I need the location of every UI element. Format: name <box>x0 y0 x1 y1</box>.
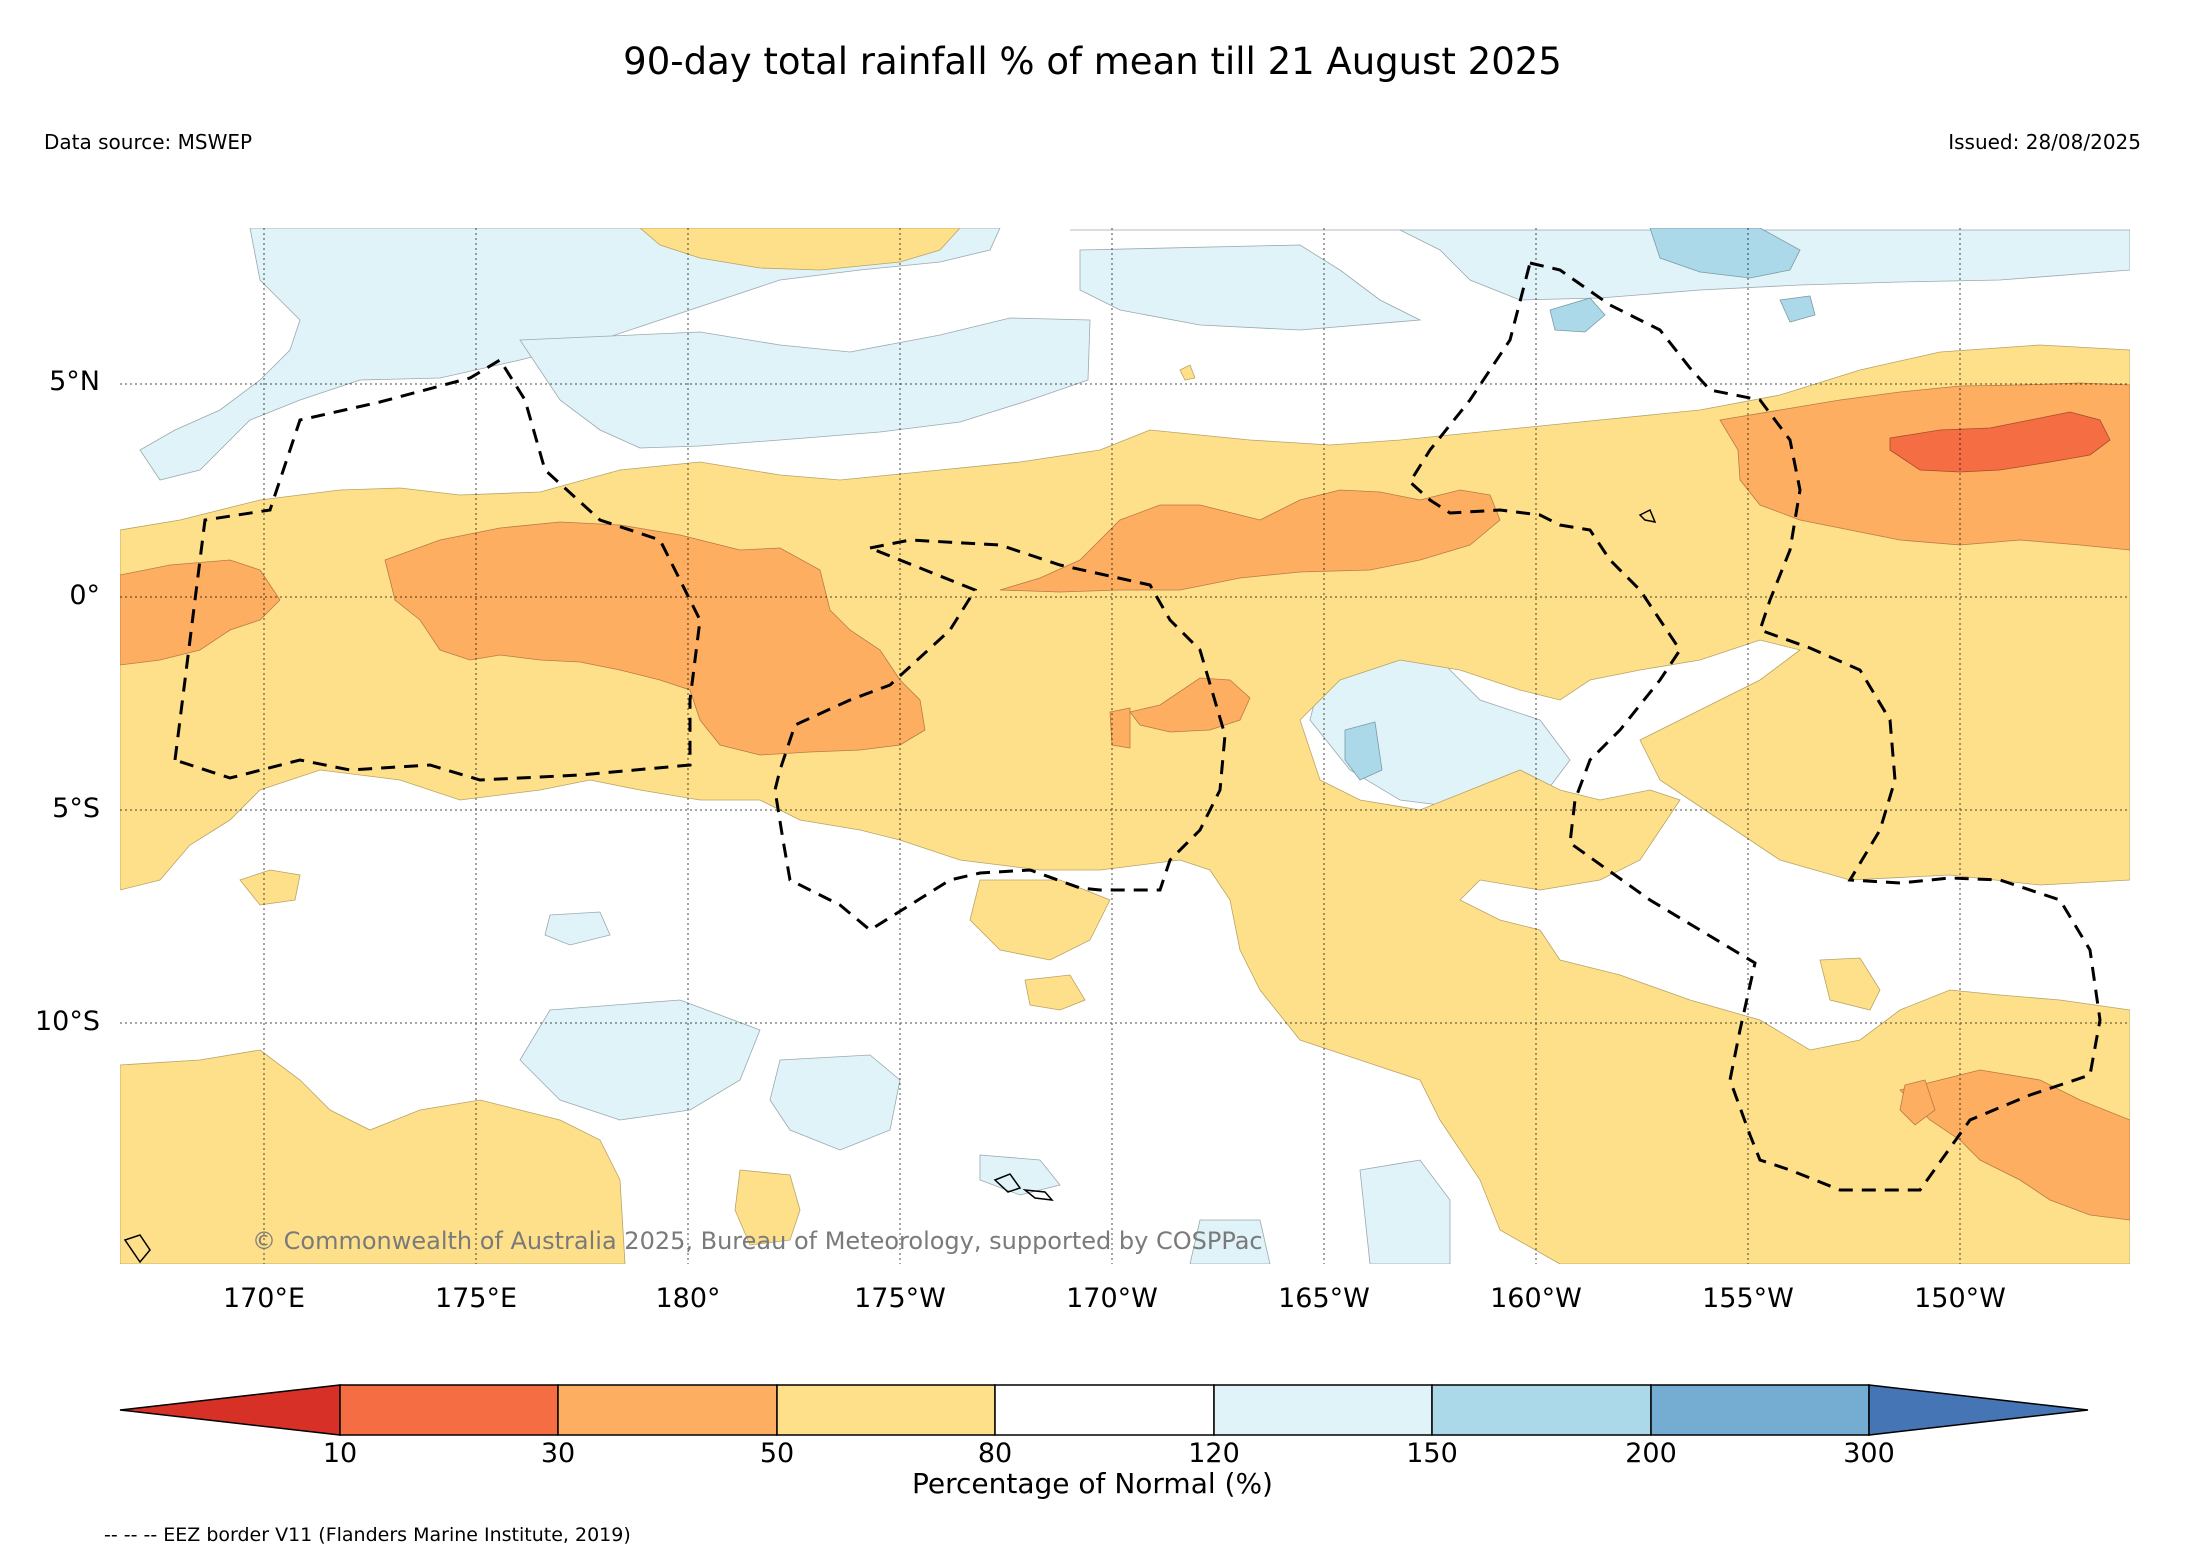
issued-date-label: Issued: 28/08/2025 <box>1948 130 2141 154</box>
lat-label-5n: 5°N <box>49 366 100 397</box>
colorbar-segment-50-80 <box>776 1384 996 1436</box>
wet-areas-120-150 <box>139 228 2130 1264</box>
lon-label-170w: 170°W <box>1066 1283 1158 1314</box>
colorbar-tick-50: 50 <box>759 1438 795 1469</box>
lon-label-160w: 160°W <box>1490 1283 1582 1314</box>
colorbar-segment-below-10 <box>119 1384 341 1436</box>
colorbar-tick-10: 10 <box>322 1438 358 1469</box>
islands <box>123 508 1657 1264</box>
colorbar-segment-150-200 <box>1431 1384 1652 1436</box>
colorbar-segment-10-30 <box>339 1384 559 1436</box>
colorbar-segment-30-50 <box>557 1384 778 1436</box>
eez-legend-note: -- -- -- EEZ border V11 (Flanders Marine… <box>104 1524 631 1546</box>
copyright-notice: © Commonwealth of Australia 2025, Bureau… <box>252 1227 1263 1255</box>
data-source-label: Data source: MSWEP <box>44 130 253 154</box>
colorbar-segment-120-150 <box>1213 1384 1433 1436</box>
colorbar-tick-150: 150 <box>1406 1438 1458 1469</box>
colorbar-segment-80-120 <box>994 1384 1215 1436</box>
lon-label-150w: 150°W <box>1914 1283 2006 1314</box>
lon-label-170e: 170°E <box>222 1283 306 1314</box>
eez-borders <box>173 261 2102 1192</box>
lon-label-175e: 175°E <box>434 1283 518 1314</box>
map-area <box>120 228 2130 1264</box>
lat-label-0: 0° <box>69 580 100 611</box>
map-title: 90-day total rainfall % of mean till 21 … <box>623 40 1562 83</box>
colorbar-tick-80: 80 <box>977 1438 1013 1469</box>
lon-label-155w: 155°W <box>1702 1283 1794 1314</box>
colorbar-tick-200: 200 <box>1625 1438 1677 1469</box>
colorbar-tick-120: 120 <box>1188 1438 1240 1469</box>
graticule <box>120 228 2130 1264</box>
colorbar-tick-30: 30 <box>540 1438 576 1469</box>
lat-label-10s: 10°S <box>35 1006 100 1037</box>
lat-label-5s: 5°S <box>52 793 100 824</box>
lon-label-180: 180° <box>655 1283 721 1314</box>
colorbar-tick-300: 300 <box>1843 1438 1895 1469</box>
colorbar-title: Percentage of Normal (%) <box>912 1467 1273 1500</box>
colorbar <box>119 1384 2089 1436</box>
lon-label-175w: 175°W <box>854 1283 946 1314</box>
colorbar-segment-above-300 <box>1868 1384 2089 1436</box>
wet-areas-150-200 <box>1344 228 1816 781</box>
colorbar-segment-200-300 <box>1650 1384 1870 1436</box>
dry-areas-10-30 <box>1889 411 2111 473</box>
lon-label-165w: 165°W <box>1278 1283 1370 1314</box>
